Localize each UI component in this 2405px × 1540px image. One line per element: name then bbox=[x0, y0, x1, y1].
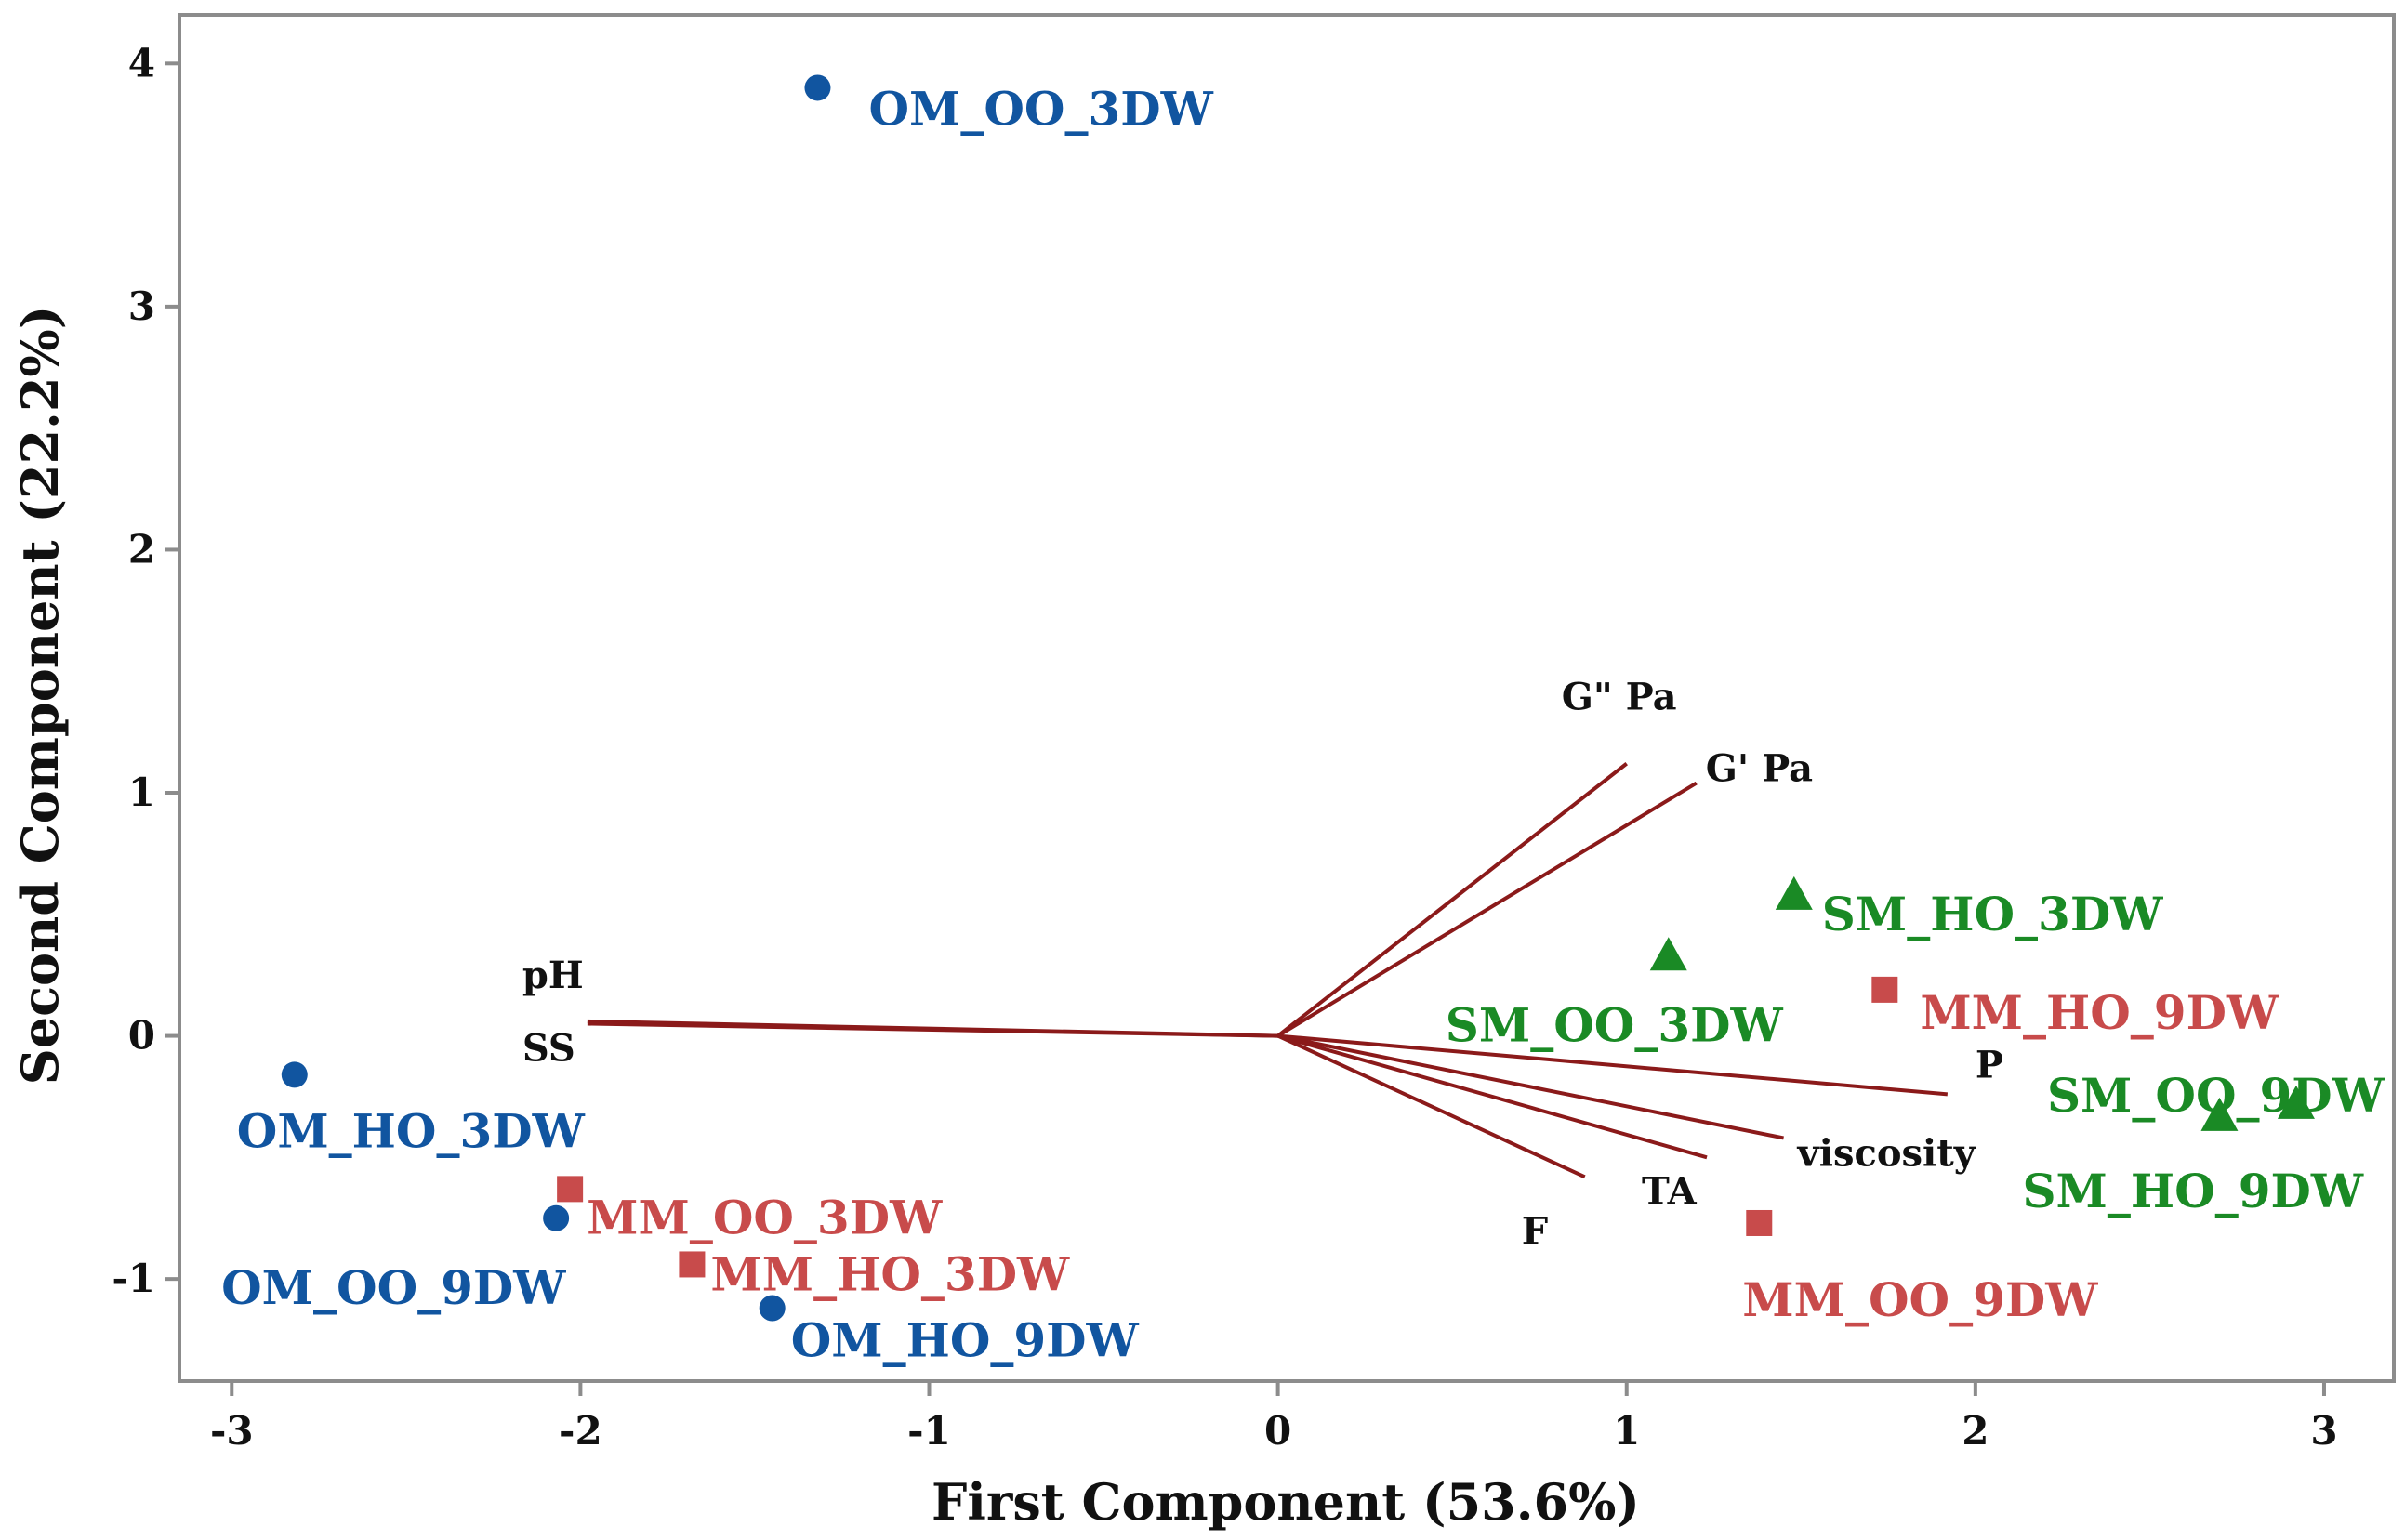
point-label: SM_HO_3DW bbox=[1822, 887, 2163, 941]
x-tick-label: 0 bbox=[1264, 1408, 1291, 1454]
x-tick-label: -2 bbox=[559, 1408, 602, 1454]
loading-vector-label: SS bbox=[522, 1026, 575, 1070]
point-label: OM_OO_3DW bbox=[868, 81, 1213, 136]
point-label: OM_HO_3DW bbox=[237, 1103, 586, 1158]
point-marker bbox=[281, 1061, 308, 1088]
loading-vector-line bbox=[587, 1021, 1278, 1038]
point-marker bbox=[2277, 1085, 2315, 1119]
point-marker bbox=[1775, 875, 1813, 910]
point-marker bbox=[679, 1251, 706, 1278]
plot-frame bbox=[178, 13, 2396, 1383]
y-tick-label: 4 bbox=[128, 40, 155, 86]
point-label: MM_OO_9DW bbox=[1742, 1272, 2098, 1327]
point-label: OM_OO_9DW bbox=[221, 1260, 566, 1315]
point-label: SM_OO_3DW bbox=[1446, 997, 1784, 1052]
y-tick-label: 3 bbox=[128, 283, 155, 329]
x-axis-title: First Component (53.6%) bbox=[932, 1472, 1640, 1532]
x-tick-label: 3 bbox=[2310, 1408, 2337, 1454]
y-axis-title: Second Component (22.2%) bbox=[10, 306, 70, 1086]
point-label: MM_HO_3DW bbox=[710, 1246, 1070, 1301]
loading-vector-label: P bbox=[1976, 1043, 2003, 1086]
point-label: SM_HO_9DW bbox=[2022, 1164, 2363, 1218]
x-tick-label: -3 bbox=[210, 1408, 254, 1454]
axes: -3 -2 -1 0 1 2 3 -1 0 1 2 3 4 bbox=[112, 40, 2337, 1454]
point-label: MM_OO_3DW bbox=[587, 1190, 943, 1244]
y-tick-label: 0 bbox=[128, 1013, 155, 1059]
point-marker bbox=[804, 74, 831, 101]
loading-vector-label: G' Pa bbox=[1706, 747, 1813, 791]
loading-vector-line bbox=[1276, 1033, 1586, 1179]
x-tick-label: 1 bbox=[1613, 1408, 1640, 1454]
y-tick-label: 1 bbox=[128, 770, 155, 815]
loading-vector-line bbox=[1277, 1033, 1784, 1140]
y-tick-label: 2 bbox=[128, 526, 155, 572]
x-tick-label: 2 bbox=[1962, 1408, 1989, 1454]
loading-vector-line bbox=[1277, 1033, 1708, 1160]
loading-vector-line bbox=[1276, 781, 1698, 1038]
loading-vector-label: viscosity bbox=[1797, 1131, 1977, 1175]
y-tick-label: -1 bbox=[112, 1256, 155, 1301]
point-marker bbox=[1746, 1209, 1773, 1236]
point-marker bbox=[543, 1204, 570, 1231]
loading-vector-line bbox=[1277, 1033, 1949, 1097]
loading-vector-label: TA bbox=[1642, 1169, 1698, 1213]
loading-vector-label: G" Pa bbox=[1562, 676, 1677, 719]
point-marker bbox=[557, 1176, 584, 1203]
point-label: MM_HO_9DW bbox=[1920, 985, 2279, 1040]
point-marker bbox=[1649, 937, 1687, 971]
point-marker bbox=[759, 1295, 786, 1322]
score-points: OM_OO_3DW OM_HO_3DW OM_OO_9DW OM_HO_9DW MM_O… bbox=[221, 74, 2385, 1368]
loading-vector-label: pH bbox=[522, 954, 584, 997]
point-marker bbox=[2200, 1097, 2239, 1131]
point-marker bbox=[1871, 976, 1898, 1003]
loading-vector-label: F bbox=[1522, 1209, 1548, 1253]
point-label: OM_HO_9DW bbox=[791, 1313, 1140, 1368]
loading-vector-line bbox=[1276, 762, 1628, 1038]
x-tick-label: -1 bbox=[907, 1408, 951, 1454]
